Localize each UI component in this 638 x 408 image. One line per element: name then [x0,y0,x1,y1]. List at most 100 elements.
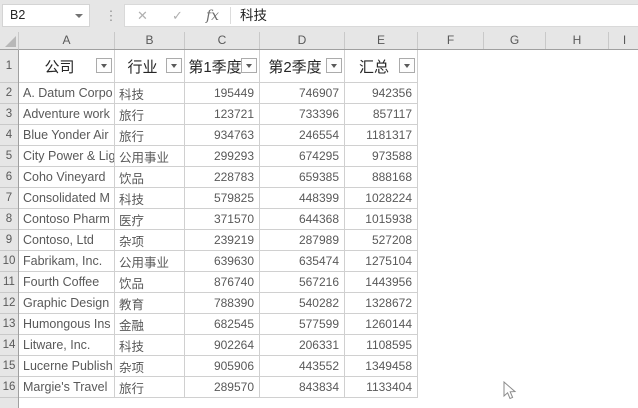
cancel-icon[interactable]: ✕ [137,7,148,23]
column-header-D[interactable]: D [260,32,345,49]
table-cell[interactable]: A. Datum Corpo [19,83,115,104]
table-cell[interactable]: 902264 [185,335,260,356]
table-cell[interactable]: 577599 [260,314,345,335]
table-cell[interactable]: 教育 [115,293,185,314]
table-cell[interactable]: Consolidated M [19,188,115,209]
table-cell[interactable]: 973588 [345,146,418,167]
table-cell[interactable]: 246554 [260,125,345,146]
table-cell[interactable]: 371570 [185,209,260,230]
enter-icon[interactable]: ✓ [172,7,183,23]
formula-input[interactable]: 科技 [240,8,267,23]
table-cell[interactable]: 644368 [260,209,345,230]
table-cell[interactable]: 289570 [185,377,260,398]
table-cell[interactable]: 287989 [260,230,345,251]
table-cell[interactable]: 788390 [185,293,260,314]
table-header-cell[interactable]: 公司 [19,50,115,83]
table-cell[interactable]: 旅行 [115,104,185,125]
filter-dropdown-button[interactable] [326,58,342,73]
table-cell[interactable]: Fabrikam, Inc. [19,251,115,272]
table-cell[interactable]: 公用事业 [115,146,185,167]
table-cell[interactable]: 1181317 [345,125,418,146]
table-cell[interactable]: Graphic Design [19,293,115,314]
table-cell[interactable]: 746907 [260,83,345,104]
table-cell[interactable]: 635474 [260,251,345,272]
table-cell[interactable]: 1275104 [345,251,418,272]
table-cell[interactable]: Margie's Travel [19,377,115,398]
row-header-11[interactable]: 11 [0,272,18,293]
table-cell[interactable]: Contoso Pharm [19,209,115,230]
table-cell[interactable]: 1260144 [345,314,418,335]
table-cell[interactable]: Adventure work [19,104,115,125]
table-cell[interactable]: 1349458 [345,356,418,377]
row-header-13[interactable]: 13 [0,314,18,335]
row-header-1[interactable]: 1 [0,50,18,83]
filter-dropdown-button[interactable] [166,58,182,73]
table-cell[interactable]: 934763 [185,125,260,146]
table-cell[interactable]: 299293 [185,146,260,167]
column-header-H[interactable]: H [546,32,609,49]
table-cell[interactable]: 857117 [345,104,418,125]
table-cell[interactable]: 科技 [115,83,185,104]
table-cell[interactable]: 旅行 [115,125,185,146]
table-cell[interactable]: 443552 [260,356,345,377]
row-header-8[interactable]: 8 [0,209,18,230]
table-cell[interactable]: 942356 [345,83,418,104]
row-header-15[interactable]: 15 [0,356,18,377]
name-box-dropdown-icon[interactable] [75,14,83,18]
column-header-I[interactable]: I [609,32,638,49]
column-header-C[interactable]: C [185,32,260,49]
table-cell[interactable]: 1328672 [345,293,418,314]
table-cell[interactable]: 1108595 [345,335,418,356]
table-cell[interactable]: Lucerne Publish [19,356,115,377]
table-cell[interactable]: 杂项 [115,230,185,251]
table-cell[interactable]: 206331 [260,335,345,356]
row-header-14[interactable]: 14 [0,335,18,356]
table-cell[interactable]: 1015938 [345,209,418,230]
row-header-6[interactable]: 6 [0,167,18,188]
row-header-7[interactable]: 7 [0,188,18,209]
table-cell[interactable]: 527208 [345,230,418,251]
row-header-4[interactable]: 4 [0,125,18,146]
table-cell[interactable]: 旅行 [115,377,185,398]
column-header-B[interactable]: B [115,32,185,49]
row-header-9[interactable]: 9 [0,230,18,251]
table-cell[interactable]: 567216 [260,272,345,293]
select-all-corner[interactable] [0,32,19,50]
table-cell[interactable]: 123721 [185,104,260,125]
table-cell[interactable]: 1133404 [345,377,418,398]
table-cell[interactable]: City Power & Lig [19,146,115,167]
table-header-cell[interactable]: 第2季度 [260,50,345,83]
table-cell[interactable]: 科技 [115,188,185,209]
table-cell[interactable]: 843834 [260,377,345,398]
table-cell[interactable]: 金融 [115,314,185,335]
row-header-3[interactable]: 3 [0,104,18,125]
row-header-10[interactable]: 10 [0,251,18,272]
table-cell[interactable]: 1028224 [345,188,418,209]
table-cell[interactable]: 杂项 [115,356,185,377]
filter-dropdown-button[interactable] [96,58,112,73]
table-cell[interactable]: 饮品 [115,272,185,293]
table-cell[interactable]: 1443956 [345,272,418,293]
table-cell[interactable]: 195449 [185,83,260,104]
insert-function-icon[interactable]: fx [205,7,220,24]
table-cell[interactable]: 659385 [260,167,345,188]
row-header-12[interactable]: 12 [0,293,18,314]
filter-dropdown-button[interactable] [241,58,257,73]
formula-bar-drag-handle[interactable]: ⋮ [104,8,118,23]
column-header-F[interactable]: F [418,32,484,49]
column-header-G[interactable]: G [484,32,546,49]
table-cell[interactable]: 科技 [115,335,185,356]
column-header-A[interactable]: A [19,32,115,49]
column-header-E[interactable]: E [345,32,418,49]
table-cell[interactable]: 905906 [185,356,260,377]
table-cell[interactable]: 639630 [185,251,260,272]
table-cell[interactable]: Contoso, Ltd [19,230,115,251]
table-cell[interactable]: 733396 [260,104,345,125]
table-cell[interactable]: 239219 [185,230,260,251]
table-cell[interactable]: 公用事业 [115,251,185,272]
table-cell[interactable]: 674295 [260,146,345,167]
table-cell[interactable]: Blue Yonder Air [19,125,115,146]
filter-dropdown-button[interactable] [399,58,415,73]
table-cell[interactable]: Coho Vineyard [19,167,115,188]
table-cell[interactable]: 579825 [185,188,260,209]
